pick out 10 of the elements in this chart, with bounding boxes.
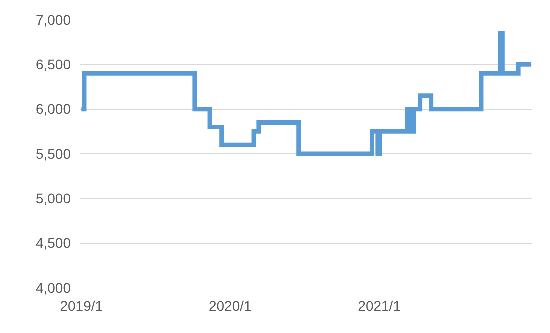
y-tick-label: 4,500: [36, 235, 72, 252]
y-tick-label: 5,500: [36, 146, 72, 162]
y-tick-label: 4,000: [36, 280, 72, 296]
x-tick-label: 2020/1: [208, 298, 252, 314]
y-tick-label: 6,000: [36, 101, 72, 118]
x-tick-label: 2021/1: [358, 298, 402, 314]
y-tick-label: 6,500: [36, 56, 72, 73]
y-tick-label: 5,000: [36, 190, 72, 207]
y-tick-label: 7,000: [36, 12, 72, 28]
x-tick-label: 2019/1: [60, 298, 104, 314]
